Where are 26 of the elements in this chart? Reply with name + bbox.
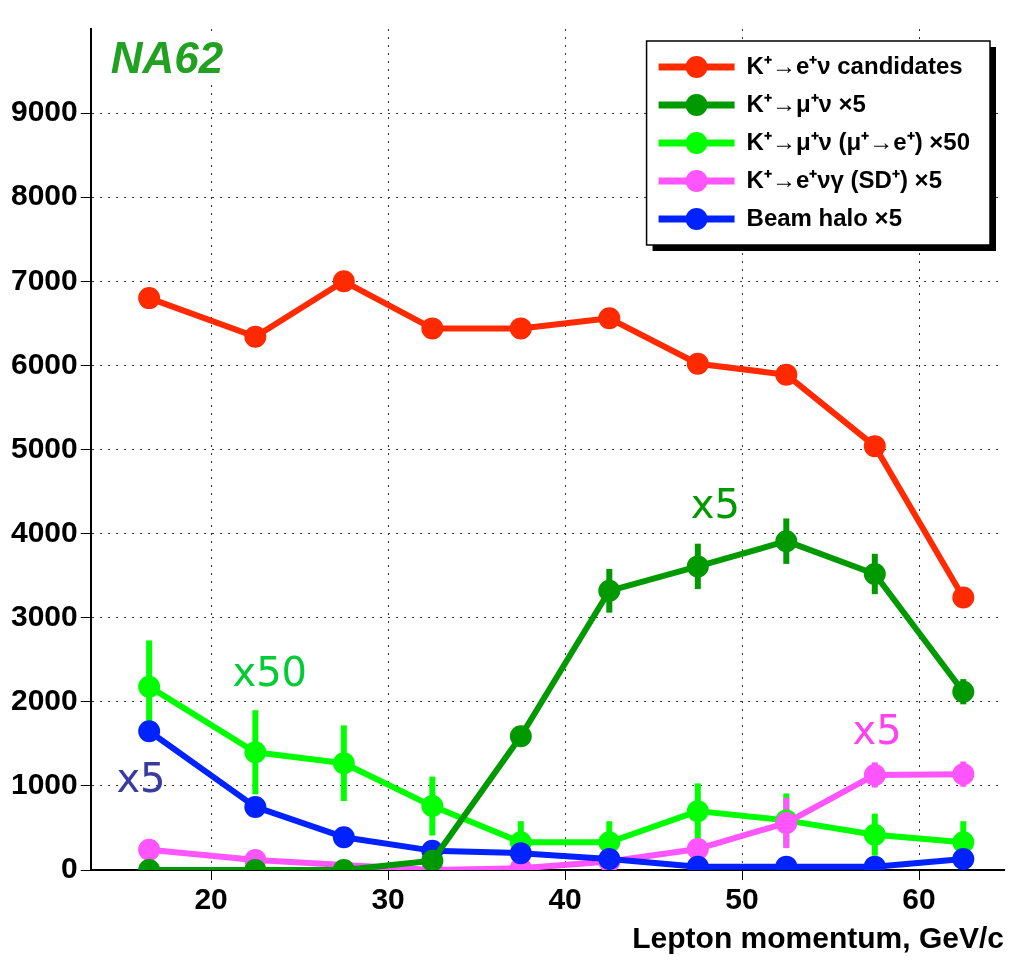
y-tick-label: 5000	[10, 430, 78, 464]
y-tick-label: 9000	[10, 94, 78, 128]
x-tick-label: 20	[194, 882, 228, 916]
annotation: x50	[232, 649, 308, 696]
y-tick-label: 1000	[10, 767, 78, 801]
x-tick-label: 60	[902, 882, 936, 916]
chart-title: NA62	[110, 33, 224, 83]
y-tick-label: 3000	[10, 598, 78, 632]
y-tick-label: 2000	[10, 683, 78, 717]
y-tick-label: 0	[61, 851, 78, 885]
annotation: x5	[690, 480, 740, 527]
legend-label: K⁺→μ⁺ν ×5	[746, 89, 866, 117]
legend-label: K⁺→e⁺ν candidates	[746, 51, 963, 79]
x-tick-label: 30	[371, 882, 405, 916]
x-tick-label: 50	[725, 882, 759, 916]
legend-label: K⁺→e⁺νγ (SD⁺) ×5	[746, 165, 942, 193]
x-tick-label: 40	[548, 882, 582, 916]
legend-label: Beam halo ×5	[746, 203, 902, 231]
legend-label: K⁺→μ⁺ν (μ⁺→e⁺) ×50	[746, 127, 971, 155]
y-tick-label: 4000	[10, 514, 78, 548]
x-axis-title: Lepton momentum, GeV/c	[632, 921, 1004, 955]
annotation: x5	[852, 707, 902, 754]
y-tick-label: 6000	[10, 346, 78, 380]
y-tick-label: 7000	[10, 262, 78, 296]
y-tick-label: 8000	[10, 178, 78, 212]
annotation: x5	[116, 755, 166, 802]
